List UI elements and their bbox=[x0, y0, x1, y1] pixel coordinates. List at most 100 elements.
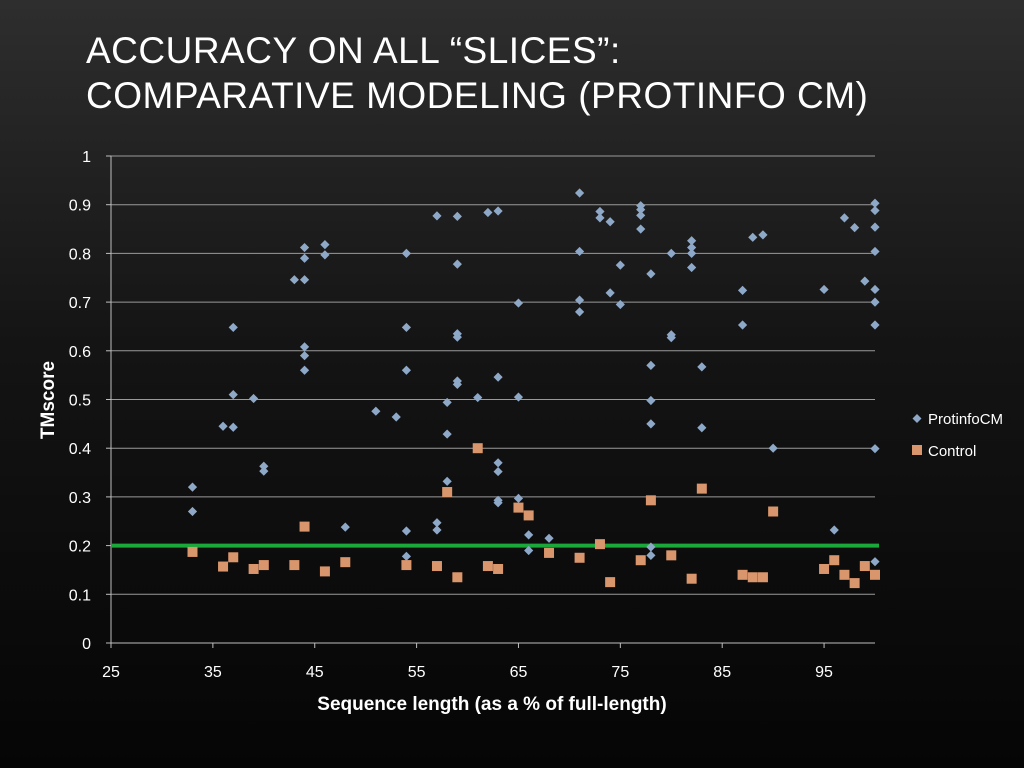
point-protinfocm bbox=[249, 393, 259, 404]
point-control bbox=[605, 577, 616, 588]
point-protinfocm bbox=[636, 224, 646, 234]
point-protinfocm bbox=[442, 429, 452, 439]
point-control bbox=[768, 506, 779, 517]
point-control bbox=[594, 539, 605, 550]
point-protinfocm bbox=[737, 285, 748, 296]
legend-label-protinfocm: ProtinfoCM bbox=[928, 411, 1003, 428]
point-protinfocm bbox=[432, 525, 442, 535]
y-tick-label: 0.5 bbox=[69, 393, 91, 410]
point-protinfocm bbox=[646, 550, 656, 560]
point-protinfocm bbox=[524, 545, 534, 556]
point-control bbox=[482, 561, 493, 572]
point-protinfocm bbox=[870, 205, 880, 216]
point-protinfocm bbox=[615, 299, 625, 310]
point-protinfocm bbox=[187, 506, 198, 517]
point-protinfocm bbox=[574, 295, 585, 305]
point-protinfocm bbox=[259, 461, 269, 471]
point-protinfocm bbox=[646, 269, 656, 279]
point-control bbox=[340, 557, 351, 568]
y-tick-label: 0.4 bbox=[69, 441, 91, 458]
point-control bbox=[635, 555, 646, 566]
point-control bbox=[544, 547, 555, 558]
point-control bbox=[513, 502, 524, 513]
point-protinfocm bbox=[401, 365, 412, 375]
point-protinfocm bbox=[513, 493, 524, 503]
point-protinfocm bbox=[605, 288, 615, 298]
point-control bbox=[258, 560, 269, 571]
x-tick-label: 85 bbox=[713, 664, 731, 681]
point-control bbox=[870, 569, 880, 580]
y-tick-label: 0.2 bbox=[69, 539, 91, 556]
point-protinfocm bbox=[697, 423, 707, 433]
point-protinfocm bbox=[452, 211, 462, 221]
x-tick-label: 75 bbox=[611, 664, 629, 681]
point-control bbox=[757, 572, 768, 583]
point-protinfocm bbox=[850, 222, 860, 233]
legend-label-control: Control bbox=[928, 443, 976, 460]
point-protinfocm bbox=[289, 275, 299, 285]
point-protinfocm bbox=[687, 262, 697, 273]
point-control bbox=[839, 569, 850, 580]
tick-labels: 0 0.1 0.2 0.3 0.4 0.5 0.6 0.7 0.8 0.9 1 25 35 45 55 65 7… bbox=[69, 149, 833, 681]
slide-title-line-1: ACCURACY ON ALL “SLICES”: bbox=[86, 30, 621, 71]
point-protinfocm bbox=[401, 551, 412, 561]
point-control bbox=[737, 569, 748, 580]
point-protinfocm bbox=[666, 333, 676, 343]
point-protinfocm bbox=[218, 421, 228, 431]
grid-lines bbox=[111, 155, 875, 595]
point-protinfocm bbox=[636, 210, 646, 221]
point-protinfocm bbox=[819, 284, 829, 295]
point-protinfocm bbox=[595, 206, 605, 217]
point-protinfocm bbox=[574, 188, 585, 198]
point-protinfocm bbox=[870, 297, 880, 307]
point-control bbox=[289, 560, 300, 571]
point-protinfocm bbox=[299, 365, 310, 375]
point-protinfocm bbox=[228, 422, 238, 432]
point-protinfocm bbox=[687, 236, 697, 246]
point-protinfocm bbox=[870, 198, 880, 208]
point-protinfocm bbox=[320, 250, 330, 260]
point-control bbox=[299, 521, 310, 532]
point-protinfocm bbox=[870, 320, 880, 330]
x-tick-label: 95 bbox=[815, 664, 833, 681]
point-protinfocm bbox=[228, 322, 238, 333]
point-protinfocm bbox=[870, 557, 880, 567]
point-control bbox=[666, 550, 677, 561]
point-protinfocm bbox=[259, 466, 269, 476]
point-protinfocm bbox=[187, 482, 198, 492]
point-control bbox=[696, 483, 707, 494]
slide-title: ACCURACY ON ALL “SLICES”: COMPARATIVE MO… bbox=[86, 28, 986, 118]
point-protinfocm bbox=[401, 322, 412, 333]
point-protinfocm bbox=[493, 498, 503, 508]
point-control bbox=[747, 572, 758, 583]
point-protinfocm bbox=[737, 320, 748, 330]
point-protinfocm bbox=[432, 211, 442, 221]
point-protinfocm bbox=[473, 392, 483, 403]
point-protinfocm bbox=[829, 525, 839, 535]
point-control bbox=[472, 443, 483, 454]
point-protinfocm bbox=[615, 260, 625, 270]
point-protinfocm bbox=[646, 360, 656, 371]
point-protinfocm bbox=[839, 213, 850, 223]
point-protinfocm bbox=[228, 390, 238, 400]
point-protinfocm bbox=[493, 466, 503, 477]
point-protinfocm bbox=[870, 444, 880, 454]
point-protinfocm bbox=[513, 298, 524, 308]
point-protinfocm bbox=[493, 206, 503, 216]
point-control bbox=[401, 560, 412, 571]
point-protinfocm bbox=[442, 397, 452, 408]
point-control bbox=[523, 510, 534, 521]
point-protinfocm bbox=[768, 443, 778, 453]
point-protinfocm bbox=[483, 207, 493, 218]
x-tick-label: 65 bbox=[510, 664, 528, 681]
point-control bbox=[645, 495, 656, 506]
y-tick-label: 0.9 bbox=[69, 198, 91, 215]
y-tick-label: 0.7 bbox=[69, 295, 91, 312]
point-protinfocm bbox=[340, 522, 350, 532]
point-protinfocm bbox=[636, 204, 646, 215]
point-control bbox=[248, 563, 259, 574]
x-tick-label: 25 bbox=[102, 664, 120, 681]
data-points bbox=[187, 188, 880, 589]
y-tick-label: 0.1 bbox=[69, 587, 91, 604]
point-control bbox=[452, 572, 463, 583]
